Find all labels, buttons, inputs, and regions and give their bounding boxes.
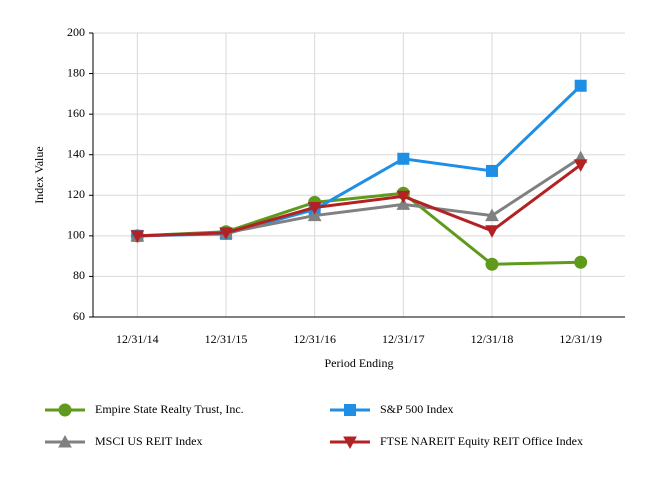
legend-marker bbox=[58, 403, 72, 417]
data-point bbox=[397, 152, 410, 165]
y-tick-label: 180 bbox=[67, 65, 85, 79]
data-point bbox=[219, 227, 233, 240]
x-tick-label: 12/31/18 bbox=[471, 332, 514, 346]
data-point bbox=[574, 255, 588, 269]
y-tick-label: 200 bbox=[67, 25, 85, 39]
y-tick-label: 100 bbox=[67, 228, 85, 242]
x-tick-label: 12/31/19 bbox=[559, 332, 602, 346]
data-point bbox=[485, 208, 499, 222]
data-point bbox=[573, 159, 588, 172]
data-point bbox=[574, 79, 587, 92]
x-tick-label: 12/31/17 bbox=[382, 332, 425, 346]
y-tick-label: 120 bbox=[67, 187, 85, 201]
data-point bbox=[485, 225, 499, 238]
data-point bbox=[486, 164, 498, 177]
legend-marker bbox=[343, 436, 357, 450]
data-point bbox=[396, 197, 411, 210]
y-tick-label: 60 bbox=[73, 309, 85, 323]
data-point bbox=[485, 257, 499, 271]
series-line bbox=[137, 163, 582, 238]
x-tick-label: 12/31/15 bbox=[205, 332, 248, 346]
y-tick-label: 140 bbox=[67, 146, 85, 160]
legend-label: S&P 500 Index bbox=[380, 402, 454, 416]
y-axis-label: Index Value bbox=[32, 146, 46, 203]
x-tick-label: 12/31/16 bbox=[293, 332, 336, 346]
data-point bbox=[307, 208, 322, 222]
data-point bbox=[307, 201, 322, 215]
legend-label: MSCI US REIT Index bbox=[95, 434, 202, 448]
data-point bbox=[396, 190, 411, 204]
x-tick-label: 12/31/14 bbox=[116, 332, 159, 346]
legend-label: FTSE NAREIT Equity REIT Office Index bbox=[380, 434, 583, 448]
x-axis-label: Period Ending bbox=[325, 356, 394, 370]
y-tick-label: 80 bbox=[73, 268, 85, 282]
legend-marker bbox=[58, 434, 72, 448]
legend-marker bbox=[344, 404, 356, 416]
y-tick-label: 160 bbox=[67, 106, 85, 120]
legend-label: Empire State Realty Trust, Inc. bbox=[95, 402, 244, 416]
data-point bbox=[130, 230, 145, 243]
series-line bbox=[137, 191, 581, 266]
